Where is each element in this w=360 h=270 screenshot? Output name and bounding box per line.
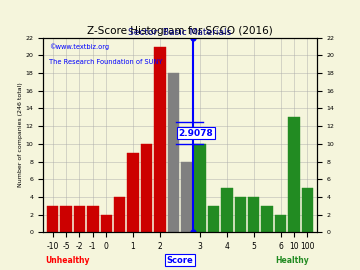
Bar <box>194 144 206 232</box>
Text: ©www.textbiz.org: ©www.textbiz.org <box>49 44 109 50</box>
Bar <box>261 206 273 232</box>
Bar <box>154 47 166 232</box>
Bar <box>248 197 260 232</box>
Bar <box>288 117 300 232</box>
Text: Unhealthy: Unhealthy <box>46 255 90 265</box>
Bar <box>208 206 219 232</box>
Bar <box>141 144 152 232</box>
Bar <box>275 215 286 232</box>
Bar <box>181 161 192 232</box>
Bar <box>74 206 85 232</box>
Text: 2.9078: 2.9078 <box>179 129 213 138</box>
Bar <box>60 206 72 232</box>
Text: Score: Score <box>167 255 193 265</box>
Text: Sector: Basic Materials: Sector: Basic Materials <box>129 28 231 37</box>
Bar <box>221 188 233 232</box>
Bar <box>127 153 139 232</box>
Text: The Research Foundation of SUNY: The Research Foundation of SUNY <box>49 59 162 65</box>
Bar <box>87 206 99 232</box>
Title: Z-Score Histogram for SCCO (2016): Z-Score Histogram for SCCO (2016) <box>87 26 273 36</box>
Bar <box>47 206 58 232</box>
Bar <box>100 215 112 232</box>
Bar <box>114 197 125 232</box>
Y-axis label: Number of companies (246 total): Number of companies (246 total) <box>18 83 23 187</box>
Bar <box>168 73 179 232</box>
Bar <box>235 197 246 232</box>
Bar <box>302 188 313 232</box>
Text: Healthy: Healthy <box>275 255 309 265</box>
